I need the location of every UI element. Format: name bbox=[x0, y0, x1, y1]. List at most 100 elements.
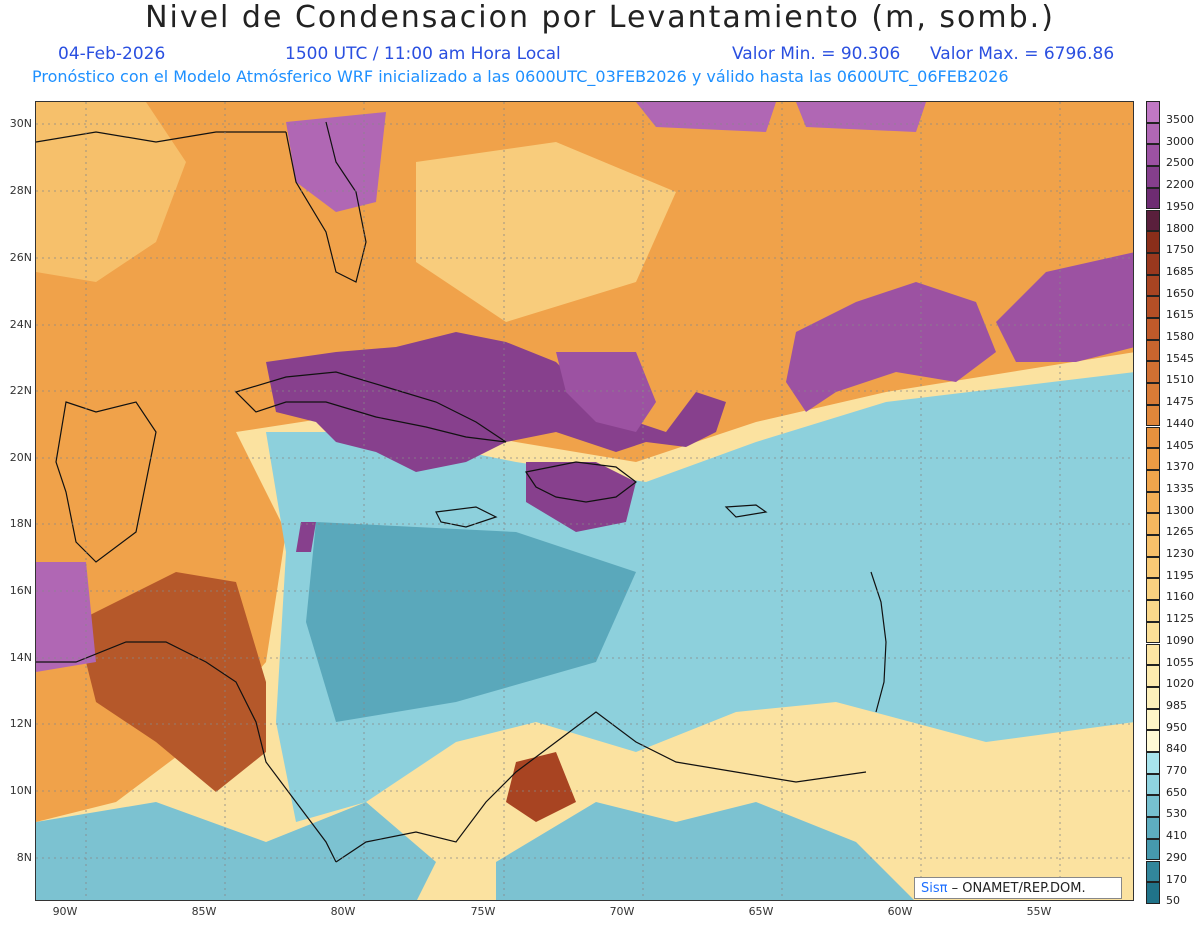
legend-swatch bbox=[1146, 513, 1160, 535]
legend-swatch bbox=[1146, 383, 1160, 405]
bahamas-high bbox=[556, 352, 656, 432]
lat-label: 30N bbox=[9, 117, 32, 130]
cuba-high bbox=[266, 332, 726, 472]
legend-label: 1265 bbox=[1166, 525, 1194, 539]
legend-label: 950 bbox=[1166, 720, 1187, 734]
legend-label: 530 bbox=[1166, 807, 1187, 821]
legend-swatch bbox=[1146, 860, 1160, 883]
legend-swatch bbox=[1146, 600, 1160, 622]
legend-swatch bbox=[1146, 101, 1160, 123]
legend-label: 1020 bbox=[1166, 677, 1194, 691]
legend-swatch bbox=[1146, 426, 1160, 449]
legend-label: 1545 bbox=[1166, 351, 1194, 365]
legend-label: 1800 bbox=[1166, 221, 1194, 235]
lat-label: 12N bbox=[9, 717, 32, 730]
legend-label: 650 bbox=[1166, 785, 1187, 799]
forecast-description: Pronóstico con el Modelo Atmósferico WRF… bbox=[32, 67, 1009, 86]
deep-cool-core bbox=[306, 522, 636, 722]
legend-label: 3000 bbox=[1166, 134, 1194, 148]
coastlines bbox=[36, 121, 887, 863]
legend-swatch bbox=[1146, 752, 1160, 774]
legend-label: 1580 bbox=[1166, 330, 1194, 343]
legend-swatch bbox=[1146, 795, 1160, 818]
legend-swatch bbox=[1146, 469, 1160, 492]
forecast-time: 1500 UTC / 11:00 am Hora Local bbox=[285, 44, 561, 64]
legend-label: 1950 bbox=[1166, 199, 1194, 213]
legend-swatch bbox=[1146, 773, 1160, 796]
map-title: Nivel de Condensacion por Levantamiento … bbox=[145, 0, 1055, 35]
legend-swatch bbox=[1146, 491, 1160, 514]
credit-box: Sisπ – ONAMET/REP.DOM. bbox=[914, 877, 1122, 899]
lat-label: 14N bbox=[9, 651, 32, 664]
lat-label: 8N bbox=[16, 851, 32, 864]
legend-swatch bbox=[1146, 535, 1160, 557]
legend-label: 2200 bbox=[1166, 178, 1194, 192]
legend-swatch bbox=[1146, 578, 1160, 601]
north-high-1 bbox=[636, 102, 776, 132]
sispi-logo: Sisπ bbox=[921, 881, 948, 896]
legend-label: 1335 bbox=[1166, 481, 1194, 495]
atlantic-high-2 bbox=[996, 252, 1133, 362]
legend-label: 1300 bbox=[1166, 503, 1194, 517]
lat-label: 20N bbox=[9, 451, 32, 464]
yellow-patch-gulf bbox=[36, 102, 186, 282]
lat-label: 24N bbox=[9, 318, 32, 331]
legend-label: 290 bbox=[1166, 850, 1187, 864]
legend-label: 840 bbox=[1166, 742, 1187, 756]
legend-swatch bbox=[1146, 686, 1160, 709]
legend-label: 1405 bbox=[1166, 438, 1194, 452]
legend-label: 1160 bbox=[1166, 590, 1194, 604]
lat-label: 28N bbox=[9, 184, 32, 197]
lat-label: 16N bbox=[9, 584, 32, 597]
lon-label: 60W bbox=[887, 905, 913, 918]
map-canvas bbox=[36, 102, 1133, 900]
legend-swatch bbox=[1146, 556, 1160, 579]
legend-swatch bbox=[1146, 817, 1160, 839]
legend-label: 1055 bbox=[1166, 655, 1194, 669]
graticule bbox=[36, 102, 1133, 900]
legend-label: 1685 bbox=[1166, 264, 1194, 278]
legend-label: 1090 bbox=[1166, 633, 1194, 647]
hispaniola-high bbox=[526, 462, 636, 532]
legend-swatch bbox=[1146, 252, 1160, 275]
lat-label: 18N bbox=[9, 517, 32, 530]
legend-label: 985 bbox=[1166, 698, 1187, 712]
lcl-map bbox=[35, 101, 1134, 901]
legend-label: 1650 bbox=[1166, 286, 1194, 300]
legend-swatch bbox=[1146, 643, 1160, 666]
lon-label: 75W bbox=[470, 905, 496, 918]
legend-swatch bbox=[1146, 361, 1160, 384]
caribbean-cool-area bbox=[266, 372, 1133, 822]
legend-swatch bbox=[1146, 209, 1160, 232]
legend-label: 1195 bbox=[1166, 568, 1194, 582]
max-value: Valor Max. = 6796.86 bbox=[930, 44, 1115, 64]
legend-label: 3500 bbox=[1166, 113, 1194, 126]
south-cool-area bbox=[496, 802, 914, 900]
lon-label: 55W bbox=[1026, 905, 1052, 918]
legend-swatch bbox=[1146, 122, 1160, 145]
legend-label: 50 bbox=[1166, 894, 1180, 908]
legend-swatch bbox=[1146, 708, 1160, 731]
atlantic-high-1 bbox=[786, 282, 996, 412]
lon-label: 70W bbox=[609, 905, 635, 918]
legend-label: 1475 bbox=[1166, 395, 1194, 409]
legend-label: 1750 bbox=[1166, 243, 1194, 257]
legend-swatch bbox=[1146, 882, 1160, 904]
lon-label: 80W bbox=[330, 905, 356, 918]
legend-swatch bbox=[1146, 231, 1160, 253]
legend-swatch bbox=[1146, 339, 1160, 362]
lon-label: 65W bbox=[748, 905, 774, 918]
yellow-patch-atlantic bbox=[416, 142, 676, 322]
legend-label: 1230 bbox=[1166, 547, 1194, 560]
legend-swatch bbox=[1146, 144, 1160, 167]
legend-label: 170 bbox=[1166, 872, 1187, 886]
legend-swatch bbox=[1146, 621, 1160, 644]
legend-swatch bbox=[1146, 448, 1160, 470]
legend-swatch bbox=[1146, 404, 1160, 427]
north-high-2 bbox=[796, 102, 926, 132]
lat-label: 26N bbox=[9, 251, 32, 264]
forecast-date: 04-Feb-2026 bbox=[58, 44, 166, 64]
legend-swatch bbox=[1146, 838, 1160, 861]
min-value: Valor Min. = 90.306 bbox=[732, 44, 901, 64]
legend-label: 770 bbox=[1166, 764, 1187, 777]
